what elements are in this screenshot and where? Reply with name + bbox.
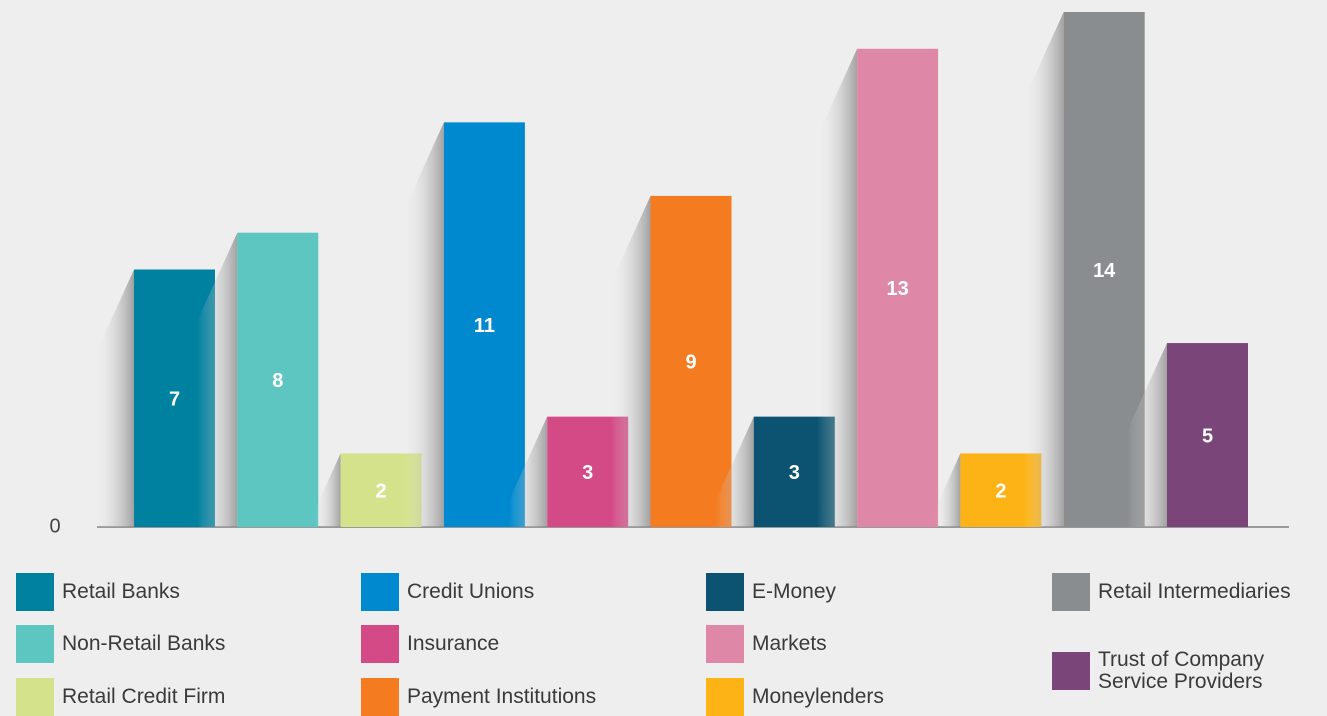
bar bbox=[1167, 343, 1248, 527]
value-label: 2 bbox=[376, 480, 387, 502]
legend-swatch bbox=[16, 678, 54, 716]
legend-label: Retail Credit Firm bbox=[62, 685, 226, 708]
legend-item: Credit Unions bbox=[361, 573, 534, 611]
bar bbox=[857, 48, 939, 528]
value-label: 13 bbox=[886, 278, 908, 300]
legend-label: Retail Intermediaries bbox=[1098, 580, 1291, 603]
legend-swatch bbox=[706, 625, 744, 663]
bar-shadow bbox=[508, 416, 548, 527]
bar bbox=[650, 195, 732, 527]
legend-item: Retail Credit Firm bbox=[16, 678, 225, 716]
legend-label: Payment Institutions bbox=[407, 685, 597, 708]
bar-shadow bbox=[403, 122, 444, 527]
bar-shadow bbox=[715, 416, 754, 527]
bar-shadow bbox=[94, 269, 134, 527]
legend-swatch bbox=[16, 625, 54, 663]
legend-swatch bbox=[1052, 652, 1090, 690]
legend-swatch bbox=[706, 573, 744, 611]
value-label: 2 bbox=[995, 480, 1006, 502]
value-label: 3 bbox=[789, 462, 800, 484]
legend-item: Non-Retail Banks bbox=[16, 625, 225, 663]
value-label: 8 bbox=[272, 370, 283, 392]
legend-label: Trust of Company Service Providers bbox=[1098, 648, 1265, 693]
legend-swatch bbox=[361, 573, 399, 611]
legend-label: Insurance bbox=[407, 632, 500, 655]
bar bbox=[237, 232, 319, 527]
legend-label: Non-Retail Banks bbox=[62, 632, 226, 655]
bar-shadow bbox=[314, 453, 341, 527]
legend-item: Payment Institutions bbox=[361, 678, 596, 716]
bar-shadow bbox=[817, 48, 858, 528]
legend-swatch bbox=[16, 573, 54, 611]
bar-shadow bbox=[934, 453, 961, 527]
legend-label: Retail Banks bbox=[62, 580, 180, 603]
legend-label: Moneylenders bbox=[752, 685, 884, 708]
value-label: 5 bbox=[1202, 425, 1213, 447]
legend-item: Markets bbox=[706, 625, 827, 663]
value-label: 3 bbox=[582, 462, 593, 484]
bar-shadow bbox=[1127, 343, 1167, 527]
y-tick-label: 0 bbox=[49, 515, 60, 537]
legend-label: E-Money bbox=[752, 580, 837, 603]
value-label: 7 bbox=[169, 389, 180, 411]
value-label: 14 bbox=[1093, 260, 1116, 282]
bar-shadow bbox=[610, 195, 651, 527]
bar-shadow bbox=[197, 232, 238, 527]
value-label: 9 bbox=[685, 352, 696, 374]
legend-item: Moneylenders bbox=[706, 678, 884, 716]
bar-shadow bbox=[1023, 12, 1064, 527]
legend-swatch bbox=[1052, 573, 1090, 611]
legend-swatch bbox=[361, 625, 399, 663]
legend-label: Credit Unions bbox=[407, 580, 535, 603]
legend-swatch bbox=[706, 678, 744, 716]
legend-label: Markets bbox=[752, 632, 827, 655]
legend-item: Retail Banks bbox=[16, 573, 180, 611]
legend-item: E-Money bbox=[706, 573, 836, 611]
legend-item: Trust of Company Service Providers bbox=[1052, 649, 1288, 693]
legend-swatch bbox=[361, 678, 399, 716]
value-label: 11 bbox=[474, 315, 495, 337]
legend-item: Insurance bbox=[361, 625, 499, 663]
legend-item: Retail Intermediaries bbox=[1052, 573, 1291, 611]
bar bbox=[443, 122, 525, 527]
